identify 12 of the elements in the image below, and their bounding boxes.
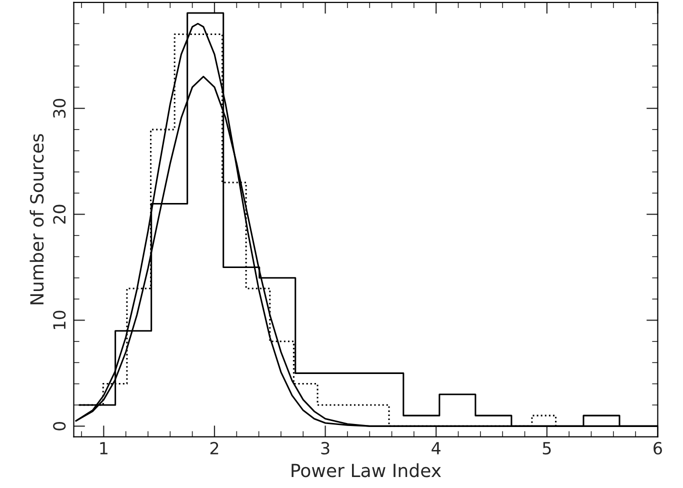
x-tick-label: 4 [432,442,440,454]
y-axis-title: Number of Sources [30,134,44,304]
y-tick-label: 0 [53,422,66,430]
y-tick-label: 20 [53,204,66,224]
x-tick-label: 2 [210,442,218,454]
y-tick-label: 10 [53,310,66,330]
x-tick-label: 1 [100,442,108,454]
x-tick-label: 3 [321,442,330,455]
x-tick-label: 6 [654,442,662,455]
x-axis-title: Power Law Index [292,463,441,478]
y-tick-label: 30 [53,98,66,118]
x-tick-label: 5 [542,442,551,455]
